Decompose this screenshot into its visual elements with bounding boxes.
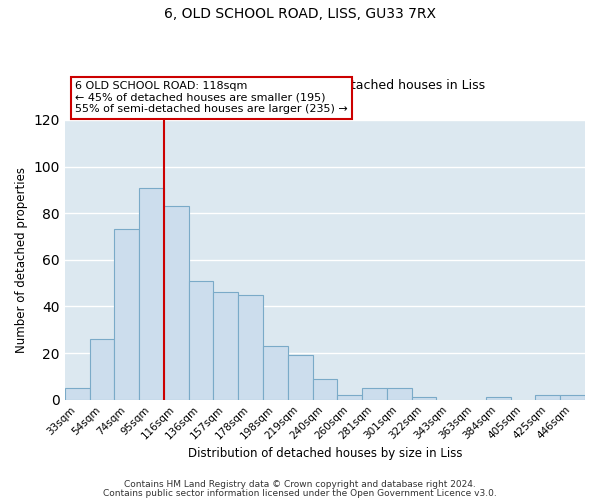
Bar <box>535 395 560 400</box>
Y-axis label: Number of detached properties: Number of detached properties <box>15 167 28 353</box>
Text: 6 OLD SCHOOL ROAD: 118sqm
← 45% of detached houses are smaller (195)
55% of semi: 6 OLD SCHOOL ROAD: 118sqm ← 45% of detac… <box>75 81 348 114</box>
Text: Contains public sector information licensed under the Open Government Licence v3: Contains public sector information licen… <box>103 488 497 498</box>
Bar <box>89 339 115 400</box>
Bar <box>263 346 288 400</box>
Bar <box>412 398 436 400</box>
Text: Contains HM Land Registry data © Crown copyright and database right 2024.: Contains HM Land Registry data © Crown c… <box>124 480 476 489</box>
Bar <box>188 281 214 400</box>
Bar <box>362 388 387 400</box>
Text: 6, OLD SCHOOL ROAD, LISS, GU33 7RX: 6, OLD SCHOOL ROAD, LISS, GU33 7RX <box>164 8 436 22</box>
X-axis label: Distribution of detached houses by size in Liss: Distribution of detached houses by size … <box>188 447 462 460</box>
Bar <box>238 295 263 400</box>
Bar <box>139 188 164 400</box>
Bar <box>65 388 89 400</box>
Bar <box>214 292 238 400</box>
Bar <box>115 230 139 400</box>
Title: Size of property relative to detached houses in Liss: Size of property relative to detached ho… <box>164 80 485 92</box>
Bar <box>387 388 412 400</box>
Bar <box>313 378 337 400</box>
Bar <box>486 398 511 400</box>
Bar <box>288 356 313 400</box>
Bar <box>560 395 585 400</box>
Bar <box>337 395 362 400</box>
Bar <box>164 206 188 400</box>
